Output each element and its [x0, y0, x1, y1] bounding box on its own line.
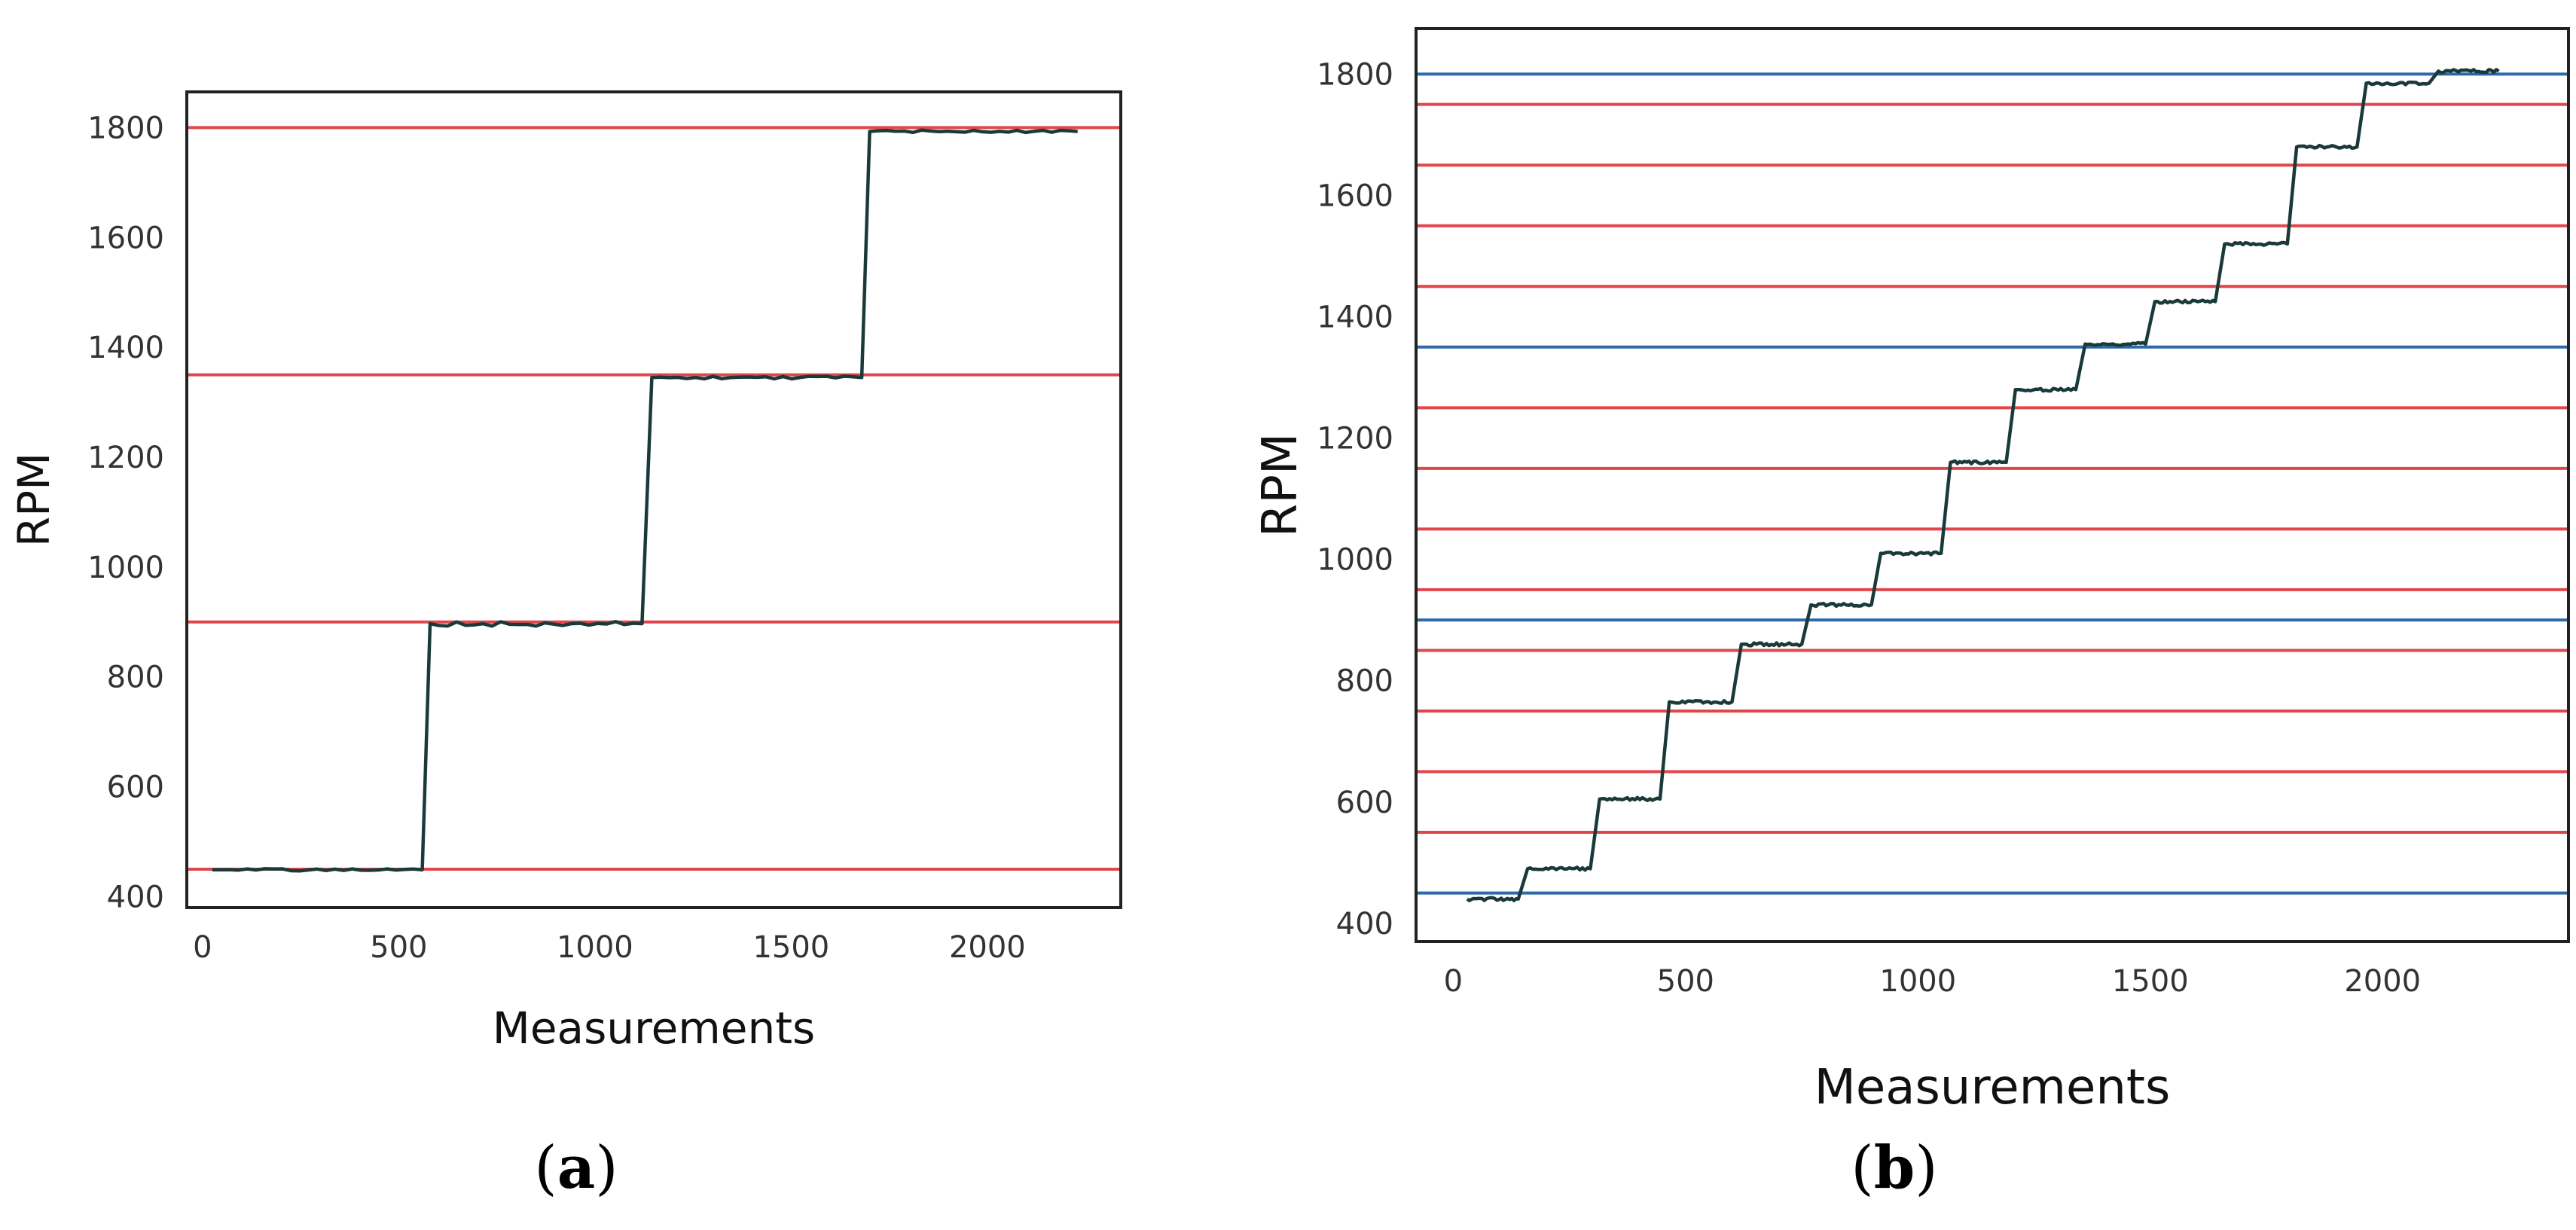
chart-a: 0 500 1000 1500 2000 400 600 800 1000 1200 1400 160…	[8, 90, 1122, 1054]
x-tick-label-1000: 1000	[557, 930, 633, 965]
y-axis-label: RPM	[8, 453, 60, 547]
y-tick-label-400: 400	[107, 880, 164, 914]
y-tick-label-400: 400	[1336, 907, 1393, 942]
x-tick-label-0: 0	[1444, 964, 1463, 999]
y-tick-label-1800: 1800	[1317, 57, 1393, 92]
y-tick-label-1200: 1200	[1317, 422, 1393, 456]
panel-label-b: (b)	[1851, 1134, 1938, 1202]
y-tick-label-1400: 1400	[1317, 301, 1393, 335]
x-tick-label-1500: 1500	[2112, 964, 2189, 999]
x-tick-label-2000: 2000	[949, 930, 1026, 965]
y-tick-label-800: 800	[107, 661, 164, 695]
chart-b: 0 500 1000 1500 2000 400 600 800 1000 1200 1400 160…	[1253, 27, 2570, 1116]
plot-frame	[1415, 27, 2570, 943]
y-tick-label-1400: 1400	[87, 331, 164, 365]
y-tick-label-800: 800	[1336, 664, 1393, 699]
y-tick-label-600: 600	[1336, 786, 1393, 820]
x-tick-label-1000: 1000	[1879, 964, 1956, 999]
x-tick-label-500: 500	[370, 930, 427, 965]
x-axis-label: Measurements	[1814, 1060, 2171, 1116]
panel-label-a: (a)	[534, 1134, 618, 1202]
x-tick-label-1500: 1500	[752, 930, 829, 965]
y-tick-label-1800: 1800	[87, 111, 164, 145]
y-axis-label: RPM	[1253, 433, 1308, 537]
plot-frame	[185, 90, 1122, 909]
y-tick-label-1200: 1200	[87, 441, 164, 475]
y-tick-label-1600: 1600	[1317, 179, 1393, 213]
series-line-rpm	[212, 128, 1078, 873]
y-tick-label-600: 600	[107, 771, 164, 805]
x-axis-label: Measurements	[493, 1003, 815, 1054]
y-tick-label-1600: 1600	[87, 221, 164, 255]
x-tick-label-500: 500	[1657, 964, 1714, 999]
y-tick-label-1000: 1000	[1317, 543, 1393, 578]
series-line-rpm	[1466, 68, 2500, 902]
x-tick-label-2000: 2000	[2344, 964, 2421, 999]
x-tick-label-0: 0	[193, 930, 212, 965]
y-tick-label-1000: 1000	[87, 551, 164, 585]
